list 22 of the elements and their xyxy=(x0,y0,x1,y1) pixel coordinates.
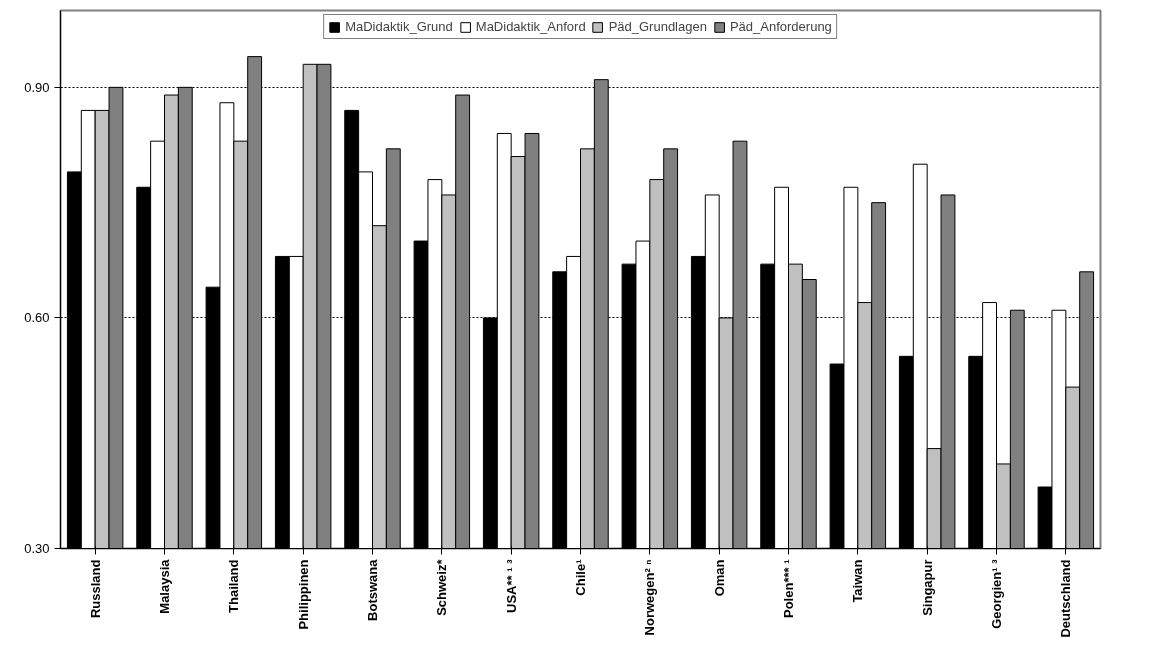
x-tick-label: Schweiz* xyxy=(434,558,450,616)
x-tick-label: Russland xyxy=(87,559,103,619)
x-tick-label: USA** ¹ ³ xyxy=(503,558,519,613)
x-tick-label: Polen*** ¹ xyxy=(781,559,796,619)
x-tick-label: Deutschland xyxy=(1058,559,1074,638)
legend-label: MaDidaktik_Anford xyxy=(475,19,586,34)
x-tick-label: Singapur xyxy=(919,559,935,616)
x-tick-label: Thailand xyxy=(226,559,242,613)
x-tick-label: Malaysia xyxy=(157,558,172,614)
x-tick-label: Oman xyxy=(711,559,727,597)
y-tick-label: 0.60 xyxy=(24,310,50,326)
legend-label: Päd_Grundlagen xyxy=(608,19,707,34)
y-tick-label: 0.30 xyxy=(24,541,50,556)
legend-label: Päd_Anforderung xyxy=(729,19,832,34)
x-tick-label: Taiwan xyxy=(850,559,866,603)
legend-label: MaDidaktik_Grund xyxy=(345,19,453,34)
y-tick-label: 0.90 xyxy=(24,79,50,95)
x-tick-label: Philippinen xyxy=(295,559,311,630)
x-tick-label: Georgien¹ ³ xyxy=(989,558,1004,629)
x-tick-label: Norwegen² ⁿ xyxy=(642,559,658,636)
x-tick-label: Botswana xyxy=(365,558,380,621)
x-tick-label: Chile¹ xyxy=(573,559,588,596)
